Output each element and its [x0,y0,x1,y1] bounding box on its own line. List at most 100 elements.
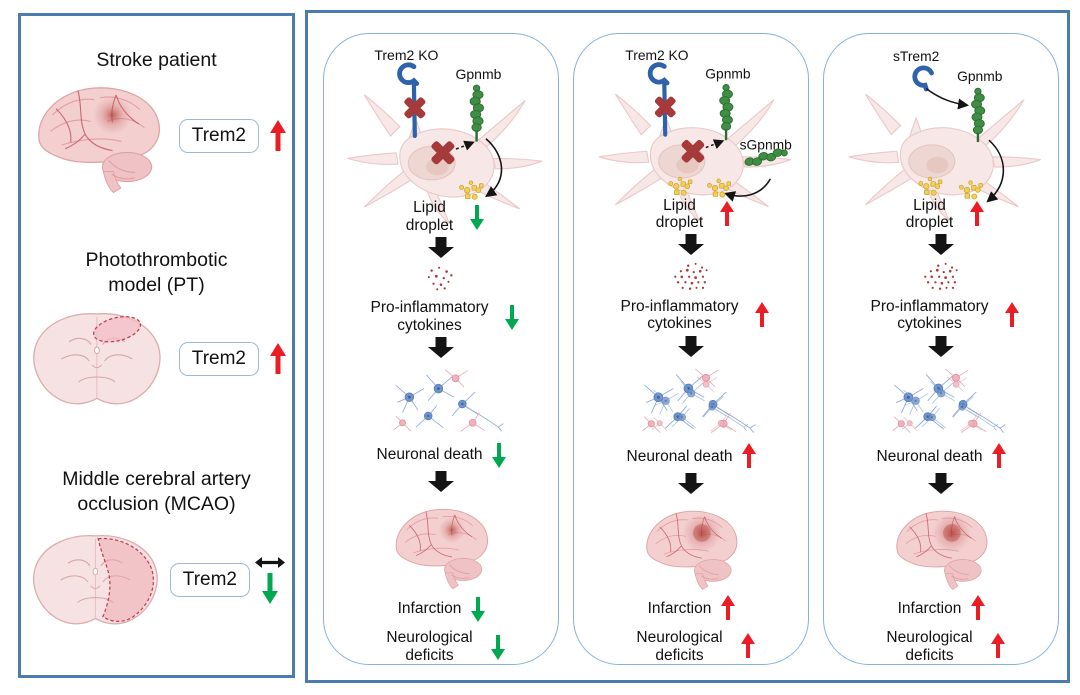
receptor-label: Trem2 KO [374,48,438,63]
trend-arrow [742,633,755,660]
lesion-core [693,523,711,542]
step-label: Neurological deficits [636,629,723,664]
ligand-label: Gpnmb [705,65,751,81]
brain-infarct-illustration [896,510,988,590]
section-row: Trem2 [21,524,292,636]
neurons-illustration [393,369,504,432]
trend-up-arrow [269,343,286,376]
blocked-signal-arrow [705,139,724,149]
signal-arrow [985,139,1004,203]
trend-arrow [493,441,506,468]
signal-arrow [723,178,771,202]
brain-infarct-illustration [646,510,738,590]
section-pt-model: Photothrombotic model (PT) Trem2 [21,248,292,415]
gpnmb-icon [970,87,985,135]
step-label: Infarction [397,600,462,618]
human-brain-lesion-illustration [38,87,161,194]
trend-arrow [471,203,484,230]
brain-infarct-illustration [395,509,489,590]
no-change-arrow [255,557,285,569]
signal-arrow [925,87,969,110]
flow-down-arrow [927,234,955,255]
step-label: Lipid droplet [405,199,454,234]
soluble-ligand-label: sGpnmb [739,136,792,152]
step-neurological-deficits: Neurological deficits [378,629,505,664]
trend-arrow [1006,302,1019,329]
cytokine-dots-illustration [674,263,708,291]
trend-arrow [992,633,1005,660]
trend-arrow [721,201,734,228]
step-label: Infarction [897,600,962,618]
flow-down-arrow [927,336,955,357]
cytokine-dots-illustration [427,266,453,291]
section-title: Stroke patient [96,49,217,71]
microglia-cell-illustration: Trem2 KO Gpnmb [346,48,543,225]
step-lipid-droplet: Lipid droplet [399,199,484,234]
column-trem2-ko: Trem2 KO Gpnmb Lipid droplet [323,33,559,665]
gene-box: Trem2 [178,119,259,154]
step-lipid-droplet: Lipid droplet [649,197,734,232]
coronal-section-mcao-illustration [33,534,158,625]
ligand-label: Gpnmb [957,68,1003,84]
signal-arrow [484,138,502,198]
trend-up-arrow [269,120,286,153]
step-cytokines: Pro-inflammatory cytokines [864,298,1019,333]
neurons-illustration [892,368,1006,433]
cytokine-dots-illustration [924,263,958,291]
flow-down-arrow [677,473,705,494]
soluble-trem2-icon [911,65,935,89]
blocked-signal-arrow [455,140,475,151]
gene-box: Trem2 [178,342,259,377]
coronal-section-pt-illustration [33,313,161,405]
section-title: Middle cerebral artery occlusion (MCAO) [62,468,251,515]
step-infarction: Infarction [648,595,735,622]
lesion-spot [438,517,466,544]
section-row: Trem2 [21,303,292,415]
step-neurological-deficits: Neurological deficits [878,629,1005,664]
flow-down-arrow [677,234,705,255]
step-neuronal-death: Neuronal death [877,443,1006,470]
flow-down-arrow [427,337,455,358]
flow-down-arrow [427,471,455,492]
receptor-label: sTrem2 [892,48,938,64]
neurons-illustration [642,368,756,433]
section-mcao-model: Middle cerebral artery occlusion (MCAO) … [21,467,292,636]
trend-arrow [492,633,505,660]
trend-indicator-stack [254,555,286,604]
trend-arrow [506,303,519,330]
gpnmb-icon [469,84,484,132]
ligand-label: Gpnmb [455,66,501,82]
trend-down-arrow [262,571,279,604]
trem2-receptor-icon [399,65,416,84]
lesion-spot [682,513,721,552]
trend-arrow [971,201,984,228]
step-label: Neuronal death [376,446,483,464]
lesion-spot [93,96,132,135]
trend-arrow [971,595,984,622]
section-row: Trem2 [21,74,292,198]
step-label: Lipid droplet [655,196,704,232]
trend-arrow [721,595,734,622]
trend-arrow [743,443,756,470]
step-label: Neuronal death [876,447,983,465]
mcao-lesion-outline [97,537,154,622]
lesion-spot [932,513,971,552]
step-infarction: Infarction [898,595,985,622]
microglia-cell-illustration: Trem2 KO Gpnmb sGpnmb [597,48,792,222]
trem2-receptor-icon [650,65,667,83]
step-label: Infarction [647,600,712,618]
section-title: Photothrombotic model (PT) [85,249,228,296]
step-neuronal-death: Neuronal death [377,441,506,468]
step-neurological-deficits: Neurological deficits [628,629,755,664]
step-label: Pro-inflammatory cytokines [370,299,489,334]
step-infarction: Infarction [398,595,485,622]
step-cytokines: Pro-inflammatory cytokines [364,299,519,334]
step-label: Pro-inflammatory cytokines [870,297,989,333]
flow-down-arrow [677,336,705,357]
step-label: Neurological deficits [886,629,973,664]
lesion-core [943,523,961,542]
mechanism-panel: Trem2 KO Gpnmb Lipid droplet [305,10,1070,683]
flow-down-arrow [927,473,955,494]
step-label: Pro-inflammatory cytokines [620,297,739,333]
